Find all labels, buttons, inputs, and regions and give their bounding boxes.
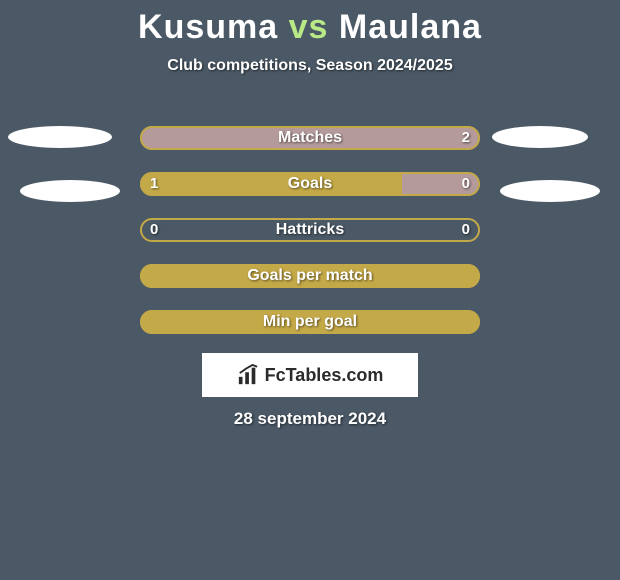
bar-fill-left — [140, 310, 480, 334]
title-vs: vs — [289, 8, 329, 46]
placeholder-ellipse — [500, 180, 600, 202]
bar-fill-left — [140, 264, 480, 288]
bar-track — [140, 126, 480, 150]
title-player2: Maulana — [339, 8, 482, 46]
bar-fill-left — [140, 172, 402, 196]
date-text: 28 september 2024 — [0, 409, 620, 429]
comparison-infographic: Kusuma vs Maulana Club competitions, Sea… — [0, 0, 620, 580]
brand-text: FcTables.com — [265, 365, 384, 386]
brand-box: FcTables.com — [202, 353, 418, 397]
page-title: Kusuma vs Maulana — [0, 0, 620, 47]
bar-fill-right — [140, 126, 480, 150]
placeholder-ellipse — [492, 126, 588, 148]
stat-row: Hattricks00 — [0, 218, 620, 242]
bar-track — [140, 172, 480, 196]
title-player1: Kusuma — [138, 8, 278, 46]
bar-track — [140, 264, 480, 288]
bar-track — [140, 218, 480, 242]
bar-fill-right — [402, 172, 480, 196]
placeholder-ellipse — [8, 126, 112, 148]
bar-chart-icon — [237, 364, 259, 386]
subtitle: Club competitions, Season 2024/2025 — [0, 57, 620, 75]
stat-row: Min per goal — [0, 310, 620, 334]
stat-row: Goals per match — [0, 264, 620, 288]
placeholder-ellipse — [20, 180, 120, 202]
bar-track — [140, 310, 480, 334]
